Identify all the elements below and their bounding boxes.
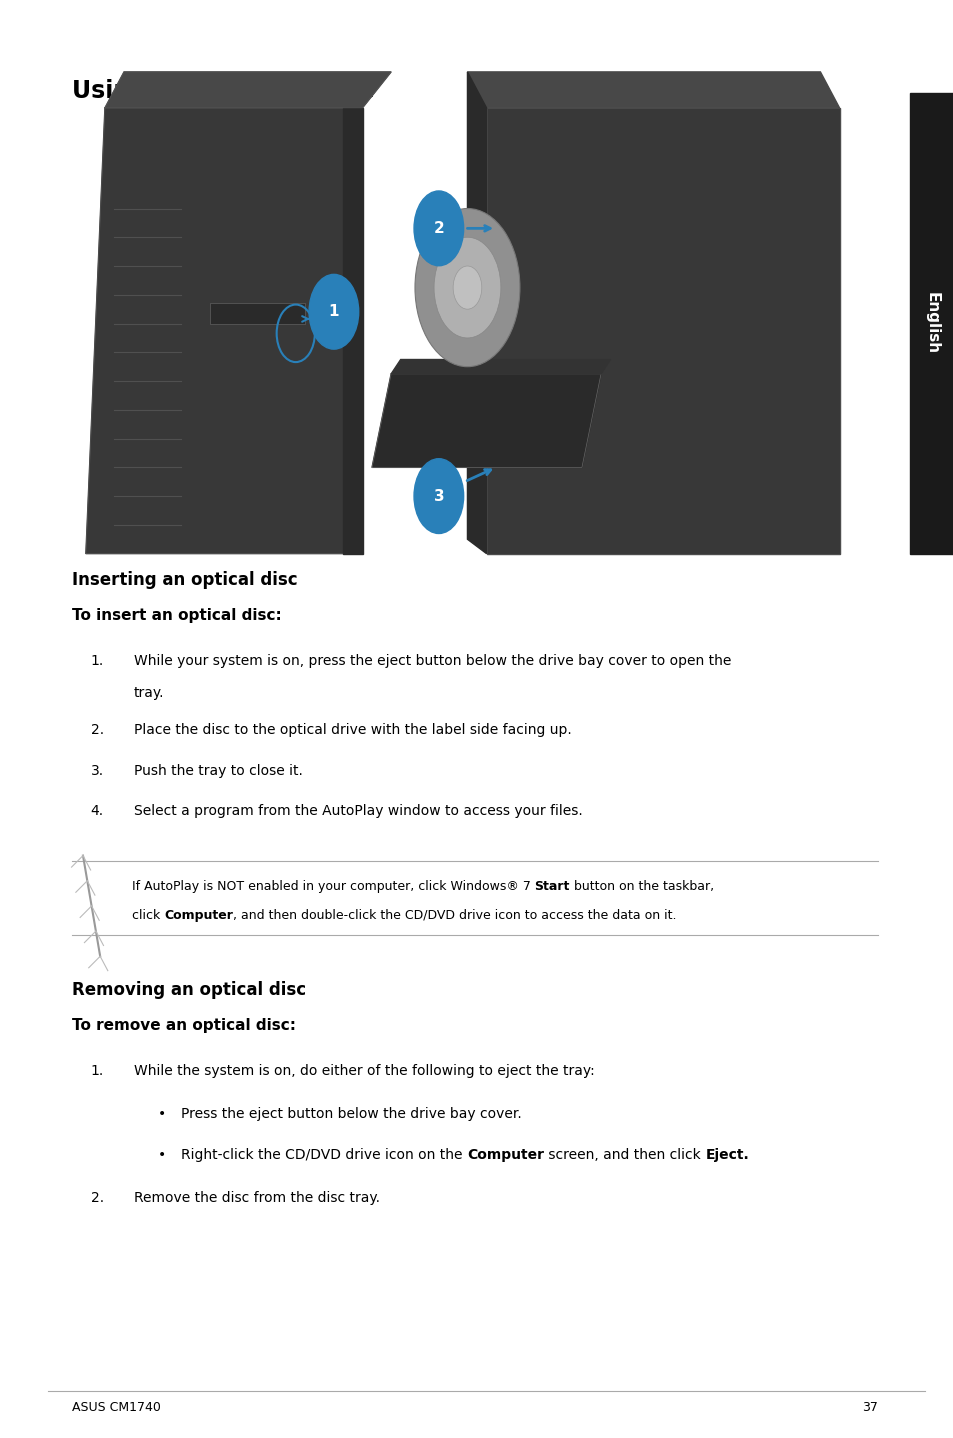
Polygon shape (105, 72, 391, 108)
Text: 3: 3 (433, 489, 444, 503)
Text: 3.: 3. (91, 764, 104, 778)
Text: To remove an optical disc:: To remove an optical disc: (71, 1018, 295, 1032)
Text: Computer: Computer (164, 909, 233, 922)
Text: While the system is on, do either of the following to eject the tray:: While the system is on, do either of the… (133, 1064, 594, 1078)
Text: If AutoPlay is NOT enabled in your computer, click Windows® 7: If AutoPlay is NOT enabled in your compu… (132, 880, 534, 893)
Text: Push the tray to close it.: Push the tray to close it. (133, 764, 302, 778)
Text: 2.: 2. (91, 1191, 104, 1205)
Text: Press the eject button below the drive bay cover.: Press the eject button below the drive b… (181, 1107, 521, 1122)
Circle shape (414, 459, 463, 533)
Circle shape (309, 275, 358, 349)
Circle shape (453, 266, 481, 309)
Text: 1: 1 (328, 305, 339, 319)
Text: Select a program from the AutoPlay window to access your files.: Select a program from the AutoPlay windo… (133, 804, 581, 818)
Text: 1.: 1. (91, 1064, 104, 1078)
Polygon shape (467, 72, 839, 108)
Text: Start: Start (534, 880, 569, 893)
Text: 2.: 2. (91, 723, 104, 738)
Text: •: • (157, 1107, 166, 1122)
Text: tray.: tray. (133, 686, 164, 700)
Text: While your system is on, press the eject button below the drive bay cover to ope: While your system is on, press the eject… (133, 654, 730, 669)
Text: To insert an optical disc:: To insert an optical disc: (71, 608, 281, 623)
Polygon shape (343, 108, 362, 554)
Text: 2: 2 (433, 221, 444, 236)
Text: ASUS CM1740: ASUS CM1740 (71, 1401, 160, 1414)
Text: screen, and then click: screen, and then click (543, 1148, 704, 1162)
Bar (210, 303, 305, 325)
Text: 1.: 1. (91, 654, 104, 669)
Circle shape (415, 209, 519, 367)
Text: click: click (132, 909, 164, 922)
Text: Removing an optical disc: Removing an optical disc (71, 981, 305, 999)
Circle shape (414, 191, 463, 266)
Text: , and then double-click the CD/DVD drive icon to access the data on it.: , and then double-click the CD/DVD drive… (233, 909, 676, 922)
Text: Using the optical drive: Using the optical drive (71, 79, 374, 104)
Polygon shape (467, 72, 486, 554)
Text: •: • (157, 1148, 166, 1162)
Text: English: English (923, 292, 939, 355)
Text: Right-click the CD/DVD drive icon on the: Right-click the CD/DVD drive icon on the (181, 1148, 467, 1162)
Text: Place the disc to the optical drive with the label side facing up.: Place the disc to the optical drive with… (133, 723, 571, 738)
Text: Eject.: Eject. (704, 1148, 748, 1162)
Text: 37: 37 (861, 1401, 877, 1414)
Text: Computer: Computer (467, 1148, 543, 1162)
Text: button on the taskbar,: button on the taskbar, (569, 880, 713, 893)
Text: 4.: 4. (91, 804, 104, 818)
Polygon shape (486, 108, 839, 554)
Polygon shape (86, 108, 362, 554)
Text: Inserting an optical disc: Inserting an optical disc (71, 571, 297, 590)
Bar (909, 93, 953, 554)
Circle shape (434, 237, 500, 338)
Polygon shape (391, 360, 610, 374)
Polygon shape (372, 374, 600, 467)
Text: Remove the disc from the disc tray.: Remove the disc from the disc tray. (133, 1191, 379, 1205)
